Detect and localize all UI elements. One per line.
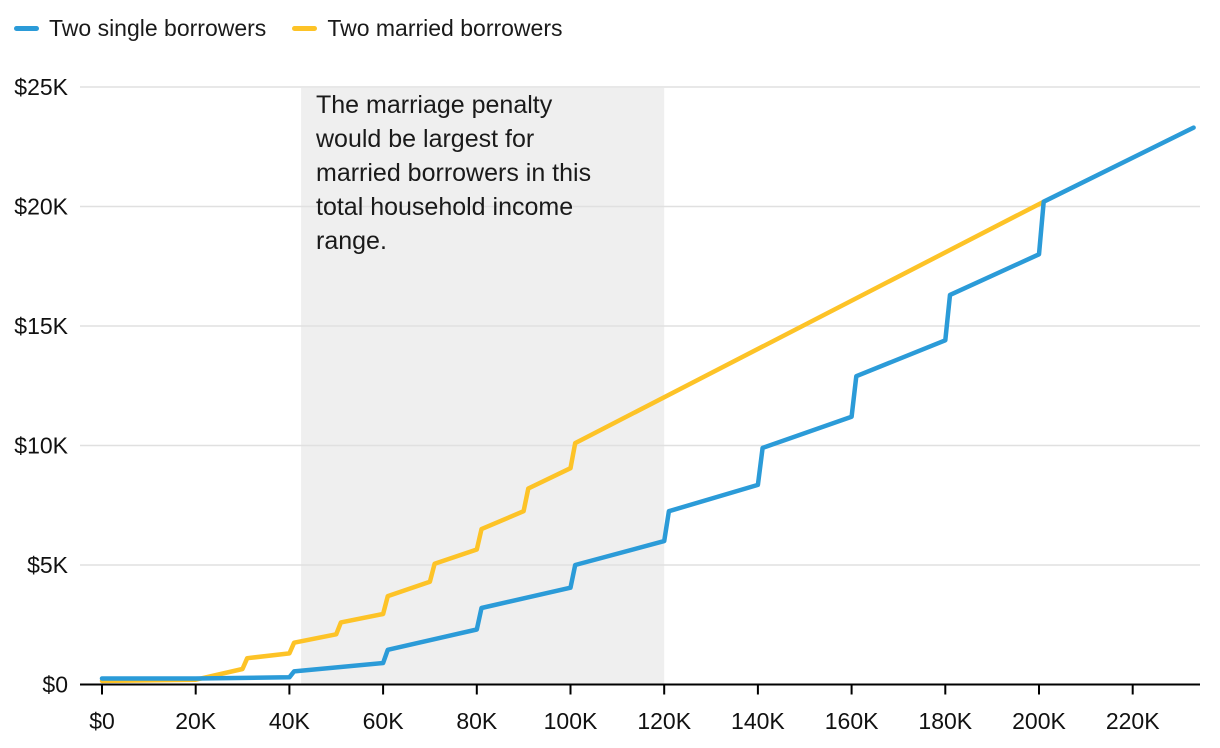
y-tick-label-10: $10K bbox=[14, 433, 68, 459]
x-tick-label-0: $0 bbox=[89, 708, 115, 734]
x-tick-label-200: 200K bbox=[1012, 708, 1066, 734]
x-tick-label-20: 20K bbox=[175, 708, 217, 734]
x-tick-label-40: 40K bbox=[269, 708, 311, 734]
y-tick-label-20: $20K bbox=[14, 194, 68, 220]
legend-swatch-single-icon bbox=[14, 26, 39, 31]
legend-label-single: Two single borrowers bbox=[49, 15, 267, 41]
x-tick-label-60: 60K bbox=[363, 708, 405, 734]
annotation-text: The marriage penalty would be largest fo… bbox=[316, 91, 592, 255]
legend: Two single borrowers Two married borrowe… bbox=[14, 15, 563, 42]
legend-label-married: Two married borrowers bbox=[327, 15, 563, 41]
legend-item-single: Two single borrowers bbox=[14, 15, 266, 42]
series-line-two-married-borrowers bbox=[99, 199, 1046, 684]
x-tick-label-160: 160K bbox=[825, 708, 879, 734]
x-tick-label-100: 100K bbox=[544, 708, 598, 734]
y-tick-label-5: $5K bbox=[27, 552, 69, 578]
x-tick-label-220: 220K bbox=[1106, 708, 1160, 734]
y-tick-label-15: $15K bbox=[14, 313, 68, 339]
y-tick-label-0: $0 bbox=[42, 672, 68, 698]
x-tick-label-140: 140K bbox=[731, 708, 785, 734]
y-tick-label-25: $25K bbox=[14, 74, 68, 100]
x-tick-label-80: 80K bbox=[456, 708, 498, 734]
legend-item-married: Two married borrowers bbox=[292, 15, 563, 42]
shaded-region-marriage-penalty bbox=[301, 88, 665, 685]
legend-swatch-married-icon bbox=[292, 26, 318, 31]
x-tick-label-120: 120K bbox=[637, 708, 691, 734]
x-tick-label-180: 180K bbox=[918, 708, 972, 734]
series-line-two-single-borrowers bbox=[99, 125, 1196, 681]
